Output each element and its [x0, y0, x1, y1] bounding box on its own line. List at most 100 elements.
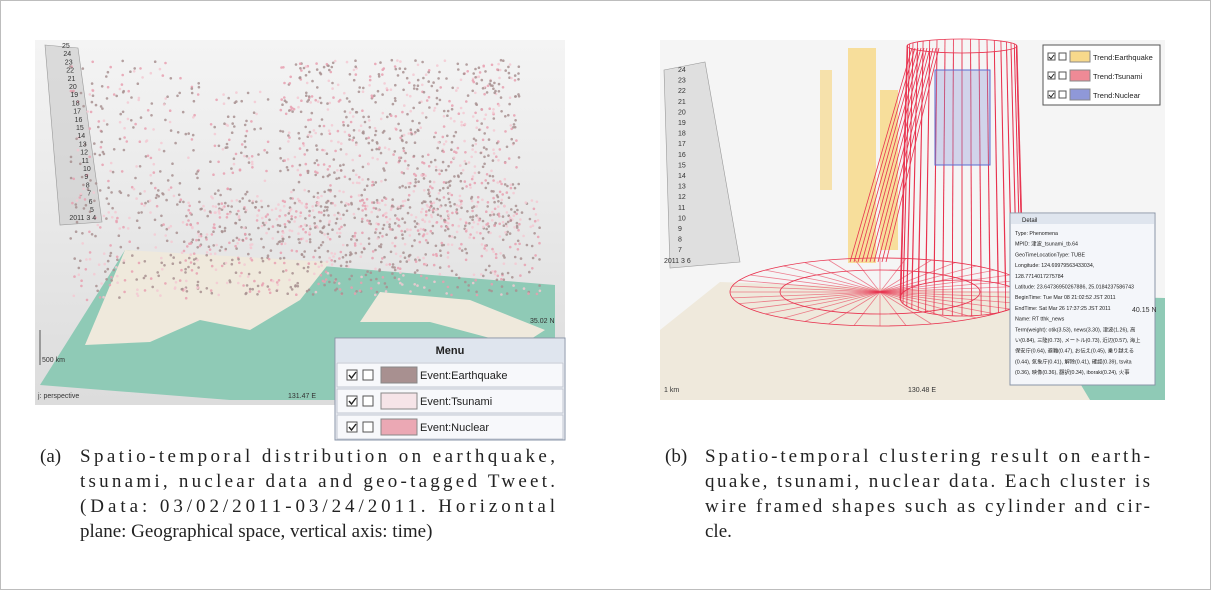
point [355, 290, 358, 293]
point [385, 263, 388, 266]
point [496, 68, 499, 71]
point [419, 126, 422, 129]
point [199, 245, 202, 248]
point [394, 214, 397, 217]
point [212, 244, 215, 247]
point [236, 237, 239, 240]
checkbox[interactable] [363, 396, 373, 406]
checkbox[interactable] [1059, 53, 1066, 60]
point [237, 282, 240, 285]
point [433, 281, 436, 284]
point [515, 205, 518, 208]
point [230, 167, 233, 170]
point [508, 157, 511, 160]
checkbox[interactable] [363, 422, 373, 432]
point [384, 282, 387, 285]
point [326, 102, 329, 105]
checkbox[interactable] [347, 370, 357, 380]
checkbox[interactable] [347, 396, 357, 406]
point [97, 224, 100, 227]
point [433, 136, 436, 139]
point [131, 254, 134, 257]
point [464, 123, 467, 126]
point [164, 234, 167, 237]
checkbox[interactable] [1059, 72, 1066, 79]
point [323, 125, 326, 128]
point [482, 65, 485, 68]
point [500, 96, 503, 99]
point [231, 131, 234, 134]
point [259, 127, 262, 130]
point [447, 243, 450, 246]
point [308, 190, 311, 193]
point [235, 91, 238, 94]
point [297, 132, 300, 135]
point [183, 250, 186, 253]
point [466, 70, 469, 73]
point [465, 185, 468, 188]
point [489, 80, 492, 83]
point [343, 224, 346, 227]
point [89, 179, 92, 182]
point [319, 72, 322, 75]
point [268, 219, 271, 222]
point [366, 185, 369, 188]
point [487, 154, 490, 157]
point [258, 209, 261, 212]
point [354, 65, 357, 68]
point [492, 87, 495, 90]
point [448, 100, 451, 103]
point [438, 199, 441, 202]
point [510, 219, 513, 222]
point [380, 152, 383, 155]
point [439, 273, 442, 276]
point [213, 126, 216, 129]
point [528, 271, 531, 274]
point [421, 84, 424, 87]
point [401, 233, 404, 236]
point [137, 212, 140, 215]
point [304, 217, 307, 220]
point [417, 180, 420, 183]
point [323, 191, 326, 194]
checkbox[interactable] [347, 422, 357, 432]
point [474, 68, 477, 71]
point [457, 87, 460, 90]
point [514, 243, 517, 246]
point [406, 94, 409, 97]
point [155, 197, 158, 200]
point [482, 226, 485, 229]
point [263, 224, 266, 227]
point [154, 187, 157, 190]
checkbox[interactable] [1059, 91, 1066, 98]
point [370, 271, 373, 274]
point [473, 138, 476, 141]
point [469, 216, 472, 219]
point [184, 268, 187, 271]
checkbox[interactable] [363, 370, 373, 380]
point [433, 109, 436, 112]
point [377, 90, 380, 93]
point [434, 159, 437, 162]
point [420, 211, 423, 214]
point [404, 256, 407, 259]
point [478, 171, 481, 174]
point [508, 103, 511, 106]
point [297, 96, 300, 99]
point [327, 108, 330, 111]
point [382, 167, 385, 170]
point [402, 237, 405, 240]
point [100, 146, 103, 149]
point [451, 270, 454, 273]
point [143, 204, 146, 207]
point [119, 88, 122, 91]
point [361, 251, 364, 254]
point [410, 214, 413, 217]
time-axis-label: 19 [70, 92, 78, 99]
point [453, 156, 456, 159]
point [378, 73, 381, 76]
point [487, 85, 490, 88]
point [393, 266, 396, 269]
point [497, 205, 500, 208]
point [282, 231, 285, 234]
